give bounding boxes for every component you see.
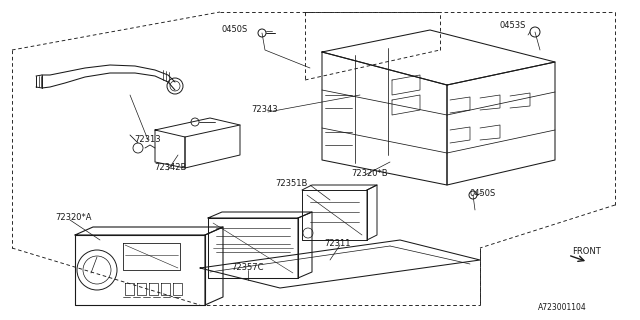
Text: 72311: 72311 <box>324 238 351 247</box>
Text: 72320*A: 72320*A <box>55 213 92 222</box>
Text: 72320*B: 72320*B <box>352 169 388 178</box>
Text: FRONT: FRONT <box>572 247 601 257</box>
Text: 0450S: 0450S <box>470 188 496 197</box>
Text: 72357C: 72357C <box>232 263 264 273</box>
Text: 72351B: 72351B <box>276 179 308 188</box>
Text: A723001104: A723001104 <box>538 303 586 313</box>
Text: 72342B: 72342B <box>154 164 186 172</box>
Text: 72313: 72313 <box>134 135 161 145</box>
Text: 0450S: 0450S <box>221 26 248 35</box>
Text: 0453S: 0453S <box>500 20 526 29</box>
Text: 72343: 72343 <box>252 106 278 115</box>
